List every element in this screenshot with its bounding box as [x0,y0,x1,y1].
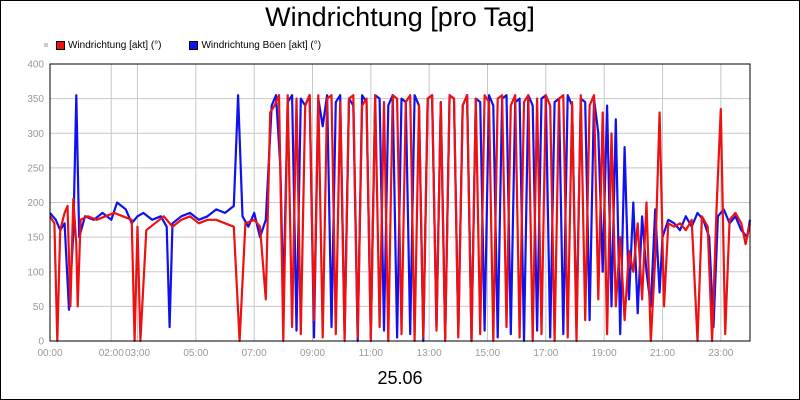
legend-item-gust-direction: Windrichtung Böen [akt] (°) [189,40,321,51]
chart-title: Windrichtung [pro Tag] [265,2,535,32]
legend-label-wind-direction: Windrichtung [akt] (°) [68,39,162,51]
chart-legend: Windrichtung [akt] (°) Windrichtung Böen… [44,38,349,52]
x-tick-label: 23:00 [708,348,733,359]
y-tick-label: 300 [27,129,44,140]
legend-item-wind-direction: Windrichtung [akt] (°) [56,40,161,51]
x-tick-label: 07:00 [242,348,267,359]
y-tick-label: 150 [27,233,44,244]
y-tick-label: 350 [27,94,44,105]
legend-swatch-gust-direction [189,40,199,50]
x-tick-label: 02:00 [99,348,124,359]
x-tick-label: 15:00 [475,348,500,359]
y-tick-label: 0 [38,337,44,348]
y-tick-label: 50 [33,302,45,313]
x-tick-label: 13:00 [417,348,442,359]
y-axis-ticks: 0 50 100 150 200 250 300 350 400 [27,60,44,348]
series-line-wind-direction [49,94,752,343]
x-axis-ticks: 00:00 02:00 03:00 05:00 07:00 09:00 11:00 13:00… [37,348,733,359]
x-tick-label: 03:00 [125,348,150,359]
legend-label-gust-direction: Windrichtung Böen [akt] (°) [201,39,322,51]
y-tick-label: 400 [27,60,44,71]
plot-area-border [49,63,751,342]
x-tick-label: 17:00 [533,348,558,359]
y-tick-label: 250 [27,163,44,174]
x-tick-label: 19:00 [592,348,617,359]
x-tick-label: 11:00 [359,348,384,359]
x-tick-label: 21:00 [650,348,675,359]
date-label: 25.06 [377,368,423,388]
y-tick-label: 100 [27,267,44,278]
legend-bullet-icon [44,43,48,47]
x-tick-label: 05:00 [183,348,208,359]
series-lines [49,94,752,343]
y-tick-label: 200 [27,198,44,209]
legend-swatch-wind-direction [56,40,65,50]
x-tick-label: 00:00 [37,348,62,359]
x-tick-label: 09:00 [300,348,325,359]
